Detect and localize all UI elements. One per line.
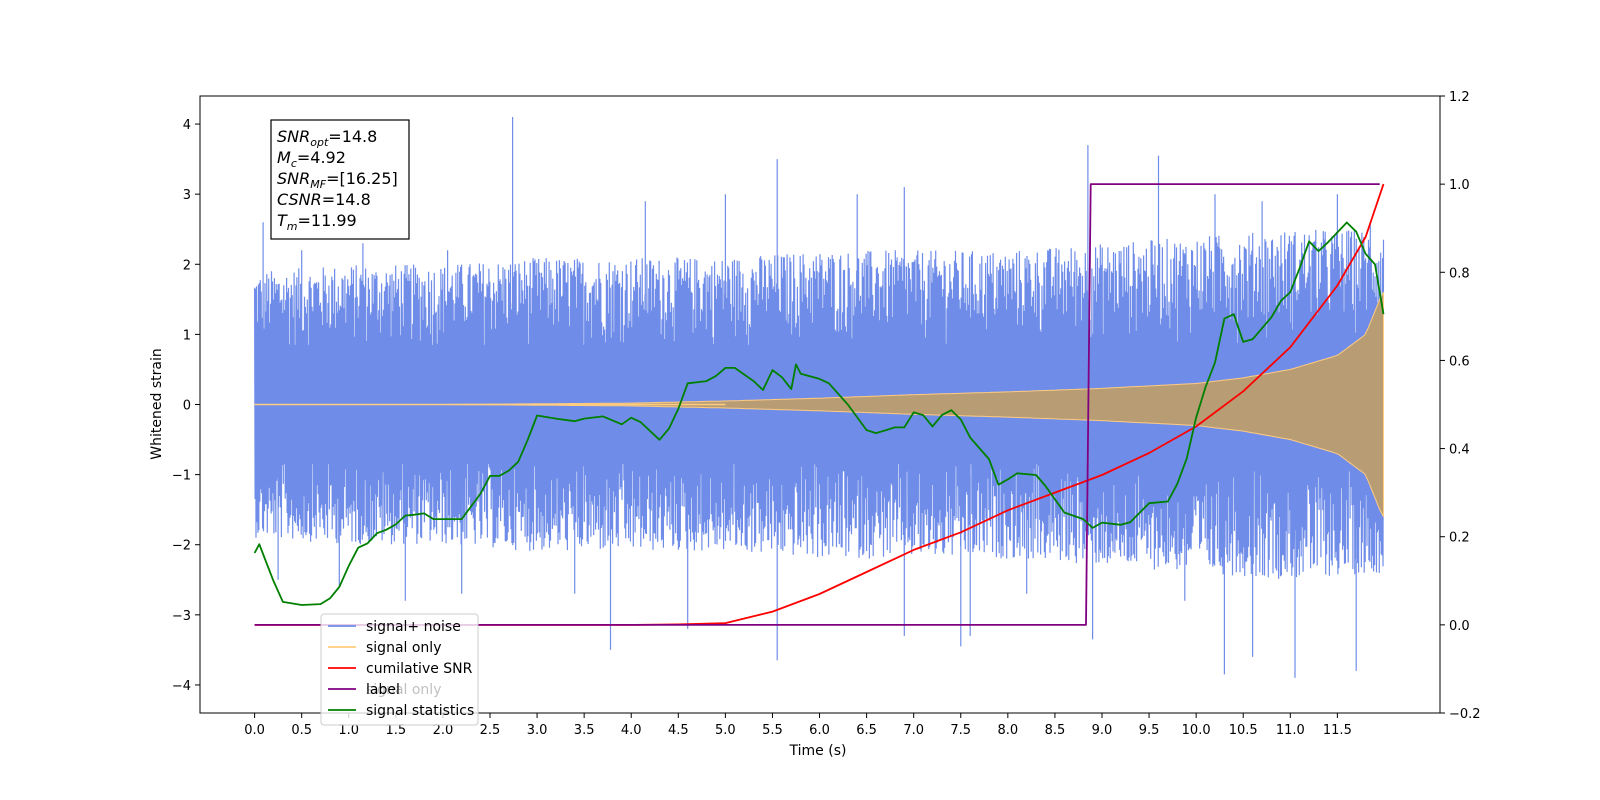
- y2-tick-label: 0.8: [1449, 266, 1470, 281]
- x-tick-label: 4.5: [668, 723, 689, 738]
- x-axis: 0.0 0.5 1.0 1.5 2.0 2.5 3.0 3.5 4.0 4.5 5.0 5.5 6.0 6…: [244, 713, 1352, 738]
- annotation-line: SNRMF=[16.25]: [277, 169, 398, 191]
- x-tick-label: 5.0: [715, 723, 736, 738]
- x-tick-label: 3.0: [527, 723, 548, 738]
- series-signal-statistics: [253, 221, 1385, 606]
- legend-label: signal statistics: [366, 703, 474, 719]
- x-tick-label: 8.5: [1045, 723, 1066, 738]
- y2-tick-label: 0.4: [1449, 443, 1470, 458]
- legend: signal+ noise signal only cumilative SNR la…: [320, 613, 479, 726]
- y-tick-label: 4: [183, 118, 191, 133]
- x-tick-label: 7.0: [903, 723, 924, 738]
- x-tick-label: 8.0: [997, 723, 1018, 738]
- x-tick-label: 11.0: [1276, 723, 1305, 738]
- series-cumulative-snr: [254, 183, 1385, 626]
- y-axis-label: Whitened strain: [149, 348, 165, 459]
- y2-tick-label: 0.6: [1449, 354, 1470, 369]
- y-tick-label: 3: [183, 188, 191, 203]
- y-tick-label: 2: [183, 258, 191, 273]
- x-tick-label: 9.0: [1092, 723, 1113, 738]
- y-axis-right: −0.2 0.0 0.2 0.4 0.6 0.8 1.0 1.2: [1440, 90, 1481, 722]
- y-tick-label: −1: [172, 469, 191, 484]
- x-tick-label: 5.5: [762, 723, 783, 738]
- series-label: [254, 183, 1380, 626]
- x-tick-label: 0.5: [291, 723, 312, 738]
- y-tick-label: −2: [172, 539, 191, 554]
- y-tick-label: 1: [183, 328, 191, 343]
- annotation-box: SNRopt=14.8Mc=4.92SNRMF=[16.25]CSNR=14.8…: [270, 119, 410, 240]
- x-tick-label: 3.5: [574, 723, 595, 738]
- x-axis-label: Time (s): [789, 743, 847, 759]
- x-tick-label: 7.5: [950, 723, 971, 738]
- y2-tick-label: 1.0: [1449, 178, 1470, 193]
- x-tick-label: 2.0: [433, 723, 454, 738]
- y2-tick-label: −0.2: [1449, 707, 1481, 722]
- y-tick-label: −3: [172, 609, 191, 624]
- annotation-line: Mc=4.92: [277, 148, 346, 170]
- y2-tick-label: 1.2: [1449, 90, 1470, 105]
- annotation-line: Tm=11.99: [277, 211, 357, 233]
- x-tick-label: 11.5: [1323, 723, 1352, 738]
- y2-tick-label: 0.0: [1449, 619, 1470, 634]
- y-tick-label: 0: [183, 399, 191, 414]
- legend-label: signal+ noise: [366, 619, 461, 635]
- annotation-line: CSNR=14.8: [277, 190, 371, 209]
- legend-label: label: [366, 682, 400, 698]
- y2-tick-label: 0.2: [1449, 531, 1470, 546]
- annotation-line: SNRopt=14.8: [277, 127, 377, 149]
- legend-label: signal only: [366, 640, 441, 656]
- x-tick-label: 6.0: [809, 723, 830, 738]
- signal-layer: [253, 117, 1385, 678]
- x-tick-label: 9.5: [1139, 723, 1160, 738]
- annotation-box-frame: [270, 119, 410, 240]
- legend-frame: [320, 613, 479, 726]
- y-axis-left: −4 −3 −2 −1 0 1 2 3 4: [172, 118, 200, 694]
- x-tick-label: 1.5: [385, 723, 406, 738]
- x-tick-label: 4.0: [621, 723, 642, 738]
- y-tick-label: −4: [172, 679, 191, 694]
- x-tick-label: 2.5: [480, 723, 501, 738]
- legend-label: signal only: [366, 682, 441, 698]
- x-tick-label: 1.0: [338, 723, 359, 738]
- series-signal-only: [254, 292, 1384, 517]
- x-tick-label: 6.5: [856, 723, 877, 738]
- x-tick-label: 0.0: [244, 723, 265, 738]
- x-tick-label: 10.5: [1229, 723, 1258, 738]
- legend-label: cumilative SNR: [366, 661, 473, 677]
- x-tick-label: 10.0: [1182, 723, 1211, 738]
